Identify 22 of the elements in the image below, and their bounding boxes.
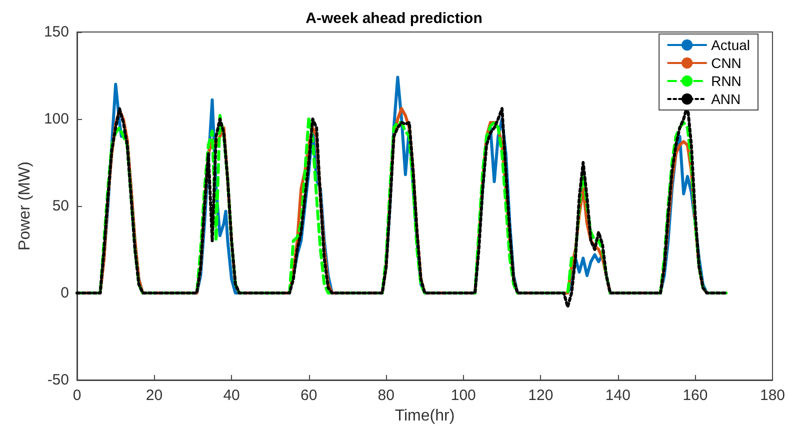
x-tick-label: 20 bbox=[146, 387, 163, 404]
y-tick-label: 150 bbox=[44, 24, 69, 40]
y-tick-label: 100 bbox=[44, 110, 69, 128]
y-tick-label: -50 bbox=[47, 372, 69, 388]
x-tick-label: 120 bbox=[528, 387, 554, 404]
x-axis-title: Time(hr) bbox=[394, 407, 455, 424]
chart-title: A-week ahead prediction bbox=[306, 10, 482, 27]
x-tick-label: 40 bbox=[223, 387, 240, 404]
x-tick-label: 60 bbox=[300, 387, 318, 404]
legend-label: RNN bbox=[711, 73, 742, 89]
x-tick-label: 180 bbox=[760, 387, 785, 404]
legend-label: CNN bbox=[711, 55, 742, 71]
x-tick-label: 140 bbox=[605, 387, 630, 404]
y-tick-label: 50 bbox=[52, 198, 69, 214]
x-tick-label: 100 bbox=[450, 387, 476, 404]
x-tick-label: 0 bbox=[72, 387, 82, 404]
x-tick-label: 160 bbox=[682, 387, 708, 404]
legend-label: ANN bbox=[711, 91, 741, 107]
y-tick-label: 0 bbox=[60, 284, 69, 302]
legend-label: Actual bbox=[711, 37, 750, 53]
x-tick-label: 80 bbox=[378, 387, 394, 404]
y-axis-title: Power (MW) bbox=[16, 162, 34, 250]
